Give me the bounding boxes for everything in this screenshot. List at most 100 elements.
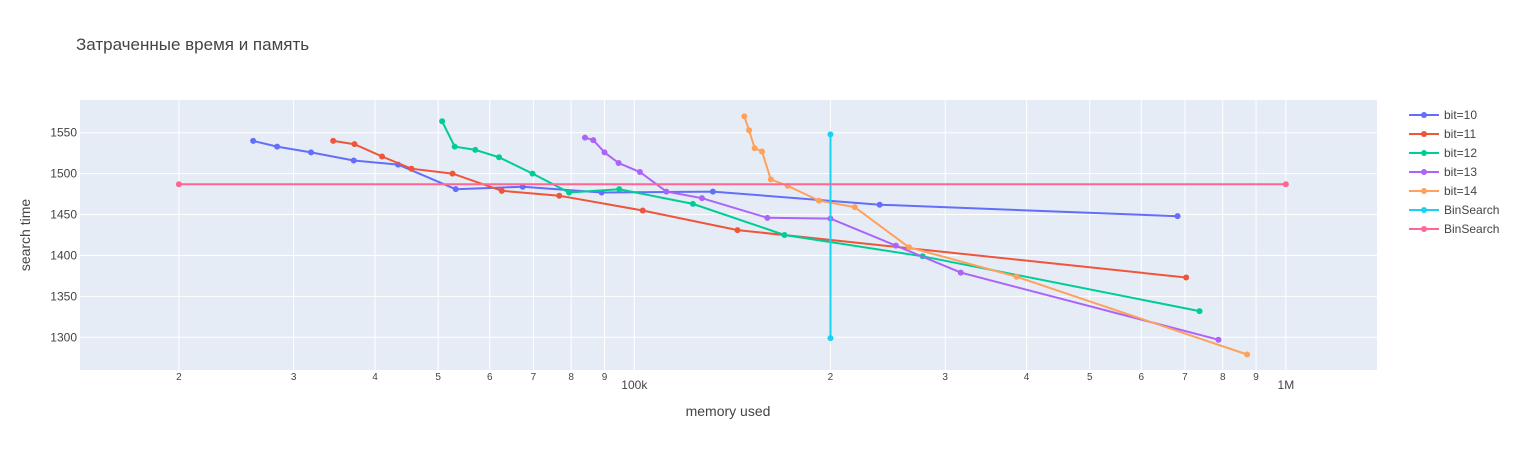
- data-point[interactable]: [741, 113, 748, 120]
- data-point[interactable]: [709, 188, 716, 195]
- data-point[interactable]: [250, 137, 257, 144]
- series-line[interactable]: [333, 139, 1187, 279]
- data-point[interactable]: [350, 157, 357, 164]
- legend-item[interactable]: BinSearch: [1409, 222, 1499, 236]
- data-point[interactable]: [892, 242, 899, 249]
- y-tick-label: 1350: [50, 289, 77, 303]
- data-point[interactable]: [351, 141, 358, 148]
- y-tick-label: 1550: [50, 126, 77, 140]
- data-point[interactable]: [746, 127, 753, 134]
- data-point[interactable]: [767, 176, 774, 183]
- data-point[interactable]: [1183, 274, 1190, 281]
- data-point[interactable]: [758, 148, 765, 155]
- data-point[interactable]: [1244, 351, 1251, 358]
- data-point[interactable]: [529, 170, 536, 177]
- x-minor-tick-label: 9: [1253, 372, 1259, 383]
- x-axis-title: memory used: [686, 403, 771, 419]
- data-point[interactable]: [734, 227, 741, 234]
- data-point[interactable]: [815, 197, 822, 204]
- data-point[interactable]: [1174, 213, 1181, 220]
- data-point[interactable]: [601, 149, 608, 156]
- data-point[interactable]: [1196, 308, 1203, 315]
- data-point[interactable]: [274, 143, 281, 150]
- x-minor-tick-label: 8: [568, 372, 574, 383]
- data-point[interactable]: [698, 195, 705, 202]
- data-point[interactable]: [689, 200, 696, 207]
- series-1[interactable]: [330, 137, 1190, 281]
- legend-item[interactable]: bit=10: [1409, 108, 1477, 122]
- data-point[interactable]: [451, 143, 458, 150]
- legend-item[interactable]: bit=12: [1409, 146, 1477, 160]
- data-point[interactable]: [452, 186, 459, 193]
- legend-item[interactable]: BinSearch: [1409, 203, 1499, 217]
- x-minor-tick-label: 6: [1139, 372, 1145, 383]
- data-point[interactable]: [827, 131, 834, 138]
- y-tick-label: 1450: [50, 208, 77, 222]
- legend-marker: [1421, 207, 1427, 213]
- data-point[interactable]: [496, 154, 503, 161]
- data-point[interactable]: [1215, 336, 1222, 343]
- data-point[interactable]: [566, 189, 573, 196]
- data-point[interactable]: [498, 187, 505, 194]
- series-3[interactable]: [581, 134, 1222, 343]
- data-point[interactable]: [308, 149, 315, 156]
- x-minor-tick-label: 4: [1024, 372, 1030, 383]
- legend-marker: [1421, 169, 1427, 175]
- data-point[interactable]: [590, 137, 597, 144]
- data-point[interactable]: [1013, 273, 1020, 280]
- data-point[interactable]: [827, 335, 834, 342]
- legend-marker: [1421, 112, 1427, 118]
- data-point[interactable]: [876, 201, 883, 208]
- legend-item[interactable]: bit=11: [1409, 127, 1476, 141]
- legend-label: BinSearch: [1444, 222, 1499, 236]
- series-5[interactable]: [827, 131, 834, 342]
- data-point[interactable]: [751, 145, 758, 152]
- legend-item[interactable]: bit=14: [1409, 184, 1477, 198]
- x-minor-tick-label: 7: [531, 372, 537, 383]
- legend-marker: [1421, 226, 1427, 232]
- data-point[interactable]: [175, 181, 182, 188]
- data-point[interactable]: [639, 207, 646, 214]
- data-point[interactable]: [906, 244, 913, 251]
- data-point[interactable]: [615, 160, 622, 166]
- x-minor-tick-label: 7: [1182, 372, 1188, 383]
- data-point[interactable]: [449, 170, 456, 177]
- legend-item[interactable]: bit=13: [1409, 165, 1477, 179]
- x-minor-tick-label: 6: [487, 372, 493, 383]
- x-minor-tick-label: 3: [942, 372, 948, 383]
- data-point[interactable]: [851, 204, 858, 211]
- y-axis-ticks: 1300 1350 1400 1450 1500 1550: [50, 126, 77, 345]
- series-6[interactable]: [175, 181, 1289, 188]
- data-point[interactable]: [581, 134, 588, 141]
- data-point[interactable]: [781, 232, 788, 238]
- chart-title: Затраченные время и память: [76, 35, 309, 54]
- x-minor-tick-label: 9: [602, 372, 608, 383]
- data-point[interactable]: [764, 214, 771, 221]
- data-point[interactable]: [636, 169, 643, 175]
- data-point[interactable]: [663, 188, 670, 195]
- x-major-tick-label: 100k: [621, 378, 648, 392]
- y-tick-label: 1300: [50, 330, 77, 344]
- legend-label: bit=12: [1444, 146, 1477, 160]
- data-point[interactable]: [556, 192, 563, 199]
- x-minor-tick-label: 8: [1220, 372, 1226, 383]
- data-point[interactable]: [408, 165, 415, 172]
- series-4[interactable]: [741, 113, 1251, 358]
- data-point[interactable]: [1282, 181, 1289, 188]
- legend-marker: [1421, 150, 1427, 156]
- x-minor-tick-label: 5: [1087, 372, 1093, 383]
- data-point[interactable]: [472, 146, 479, 153]
- data-point[interactable]: [439, 118, 446, 125]
- data-point[interactable]: [616, 186, 623, 193]
- x-axis-ticks: 2 3 4 5 6 7 8 9 2 3 4 5 6 7 8 9 100k 1M: [176, 372, 1294, 392]
- data-point[interactable]: [379, 153, 386, 160]
- data-point[interactable]: [330, 137, 337, 144]
- grid-lines: [80, 100, 1377, 370]
- legend-label: bit=14: [1444, 184, 1477, 198]
- legend-label: bit=10: [1444, 108, 1477, 122]
- legend[interactable]: bit=10 bit=11 bit=12 bit=13 bit=14 BinSearch B…: [1409, 108, 1499, 236]
- data-point[interactable]: [957, 269, 964, 276]
- legend-label: bit=13: [1444, 165, 1477, 179]
- x-minor-tick-label: 4: [372, 372, 378, 383]
